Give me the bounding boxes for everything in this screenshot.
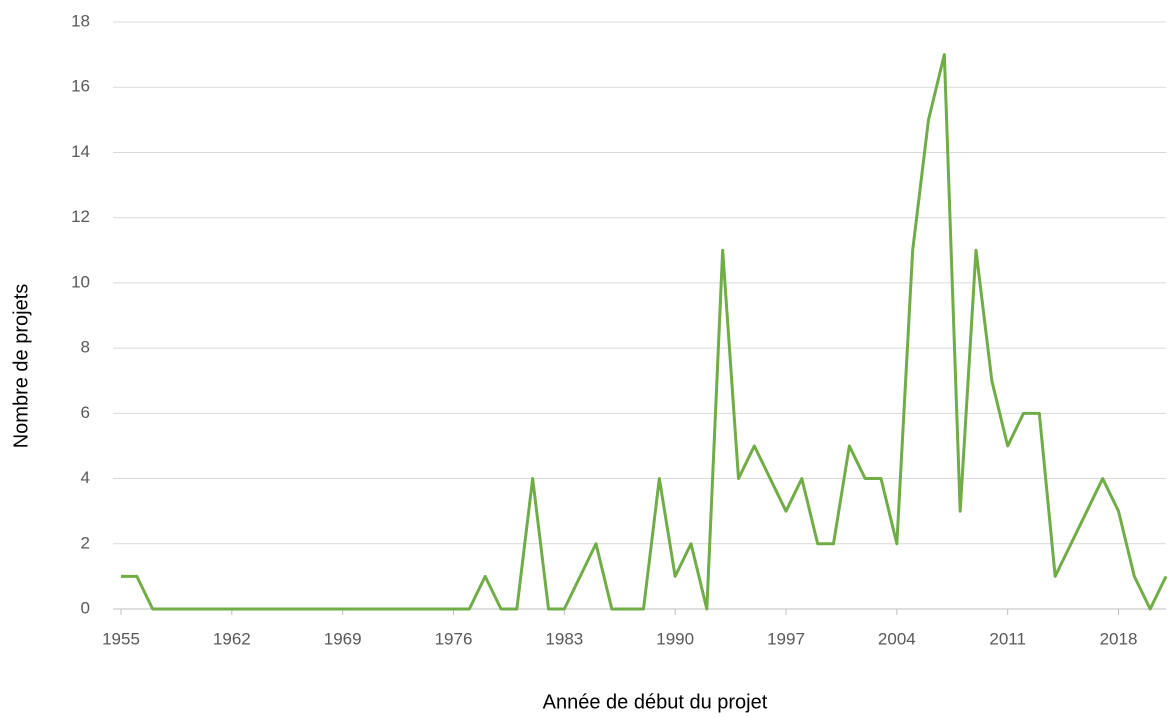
y-tick-label: 4 <box>81 468 90 487</box>
y-axis-title: Nombre de projets <box>10 284 32 449</box>
data-line <box>121 53 1168 611</box>
x-tick-label: 1969 <box>324 629 362 648</box>
x-axis-title: Année de début du projet <box>543 691 768 713</box>
x-tick-label: 1962 <box>213 629 251 648</box>
x-tick-label: 2018 <box>1100 629 1138 648</box>
y-tick-label: 0 <box>81 598 90 617</box>
y-tick-label: 10 <box>71 272 90 291</box>
x-tick-label: 1990 <box>656 629 694 648</box>
y-tick-label: 6 <box>81 403 90 422</box>
x-tick-label: 1983 <box>545 629 583 648</box>
x-tick-label: 2011 <box>989 629 1026 648</box>
x-tick-label: 1976 <box>435 629 473 648</box>
y-tick-label: 12 <box>71 207 90 226</box>
y-tick-label: 16 <box>71 77 90 96</box>
x-tick-label: 2004 <box>878 629 916 648</box>
y-tick-label: 8 <box>81 338 90 357</box>
y-tick-label: 14 <box>71 142 90 161</box>
x-tick-label: 1955 <box>102 629 140 648</box>
x-tick-label: 1997 <box>767 629 805 648</box>
y-tick-label: 18 <box>71 11 90 30</box>
y-tick-label: 2 <box>81 533 90 552</box>
